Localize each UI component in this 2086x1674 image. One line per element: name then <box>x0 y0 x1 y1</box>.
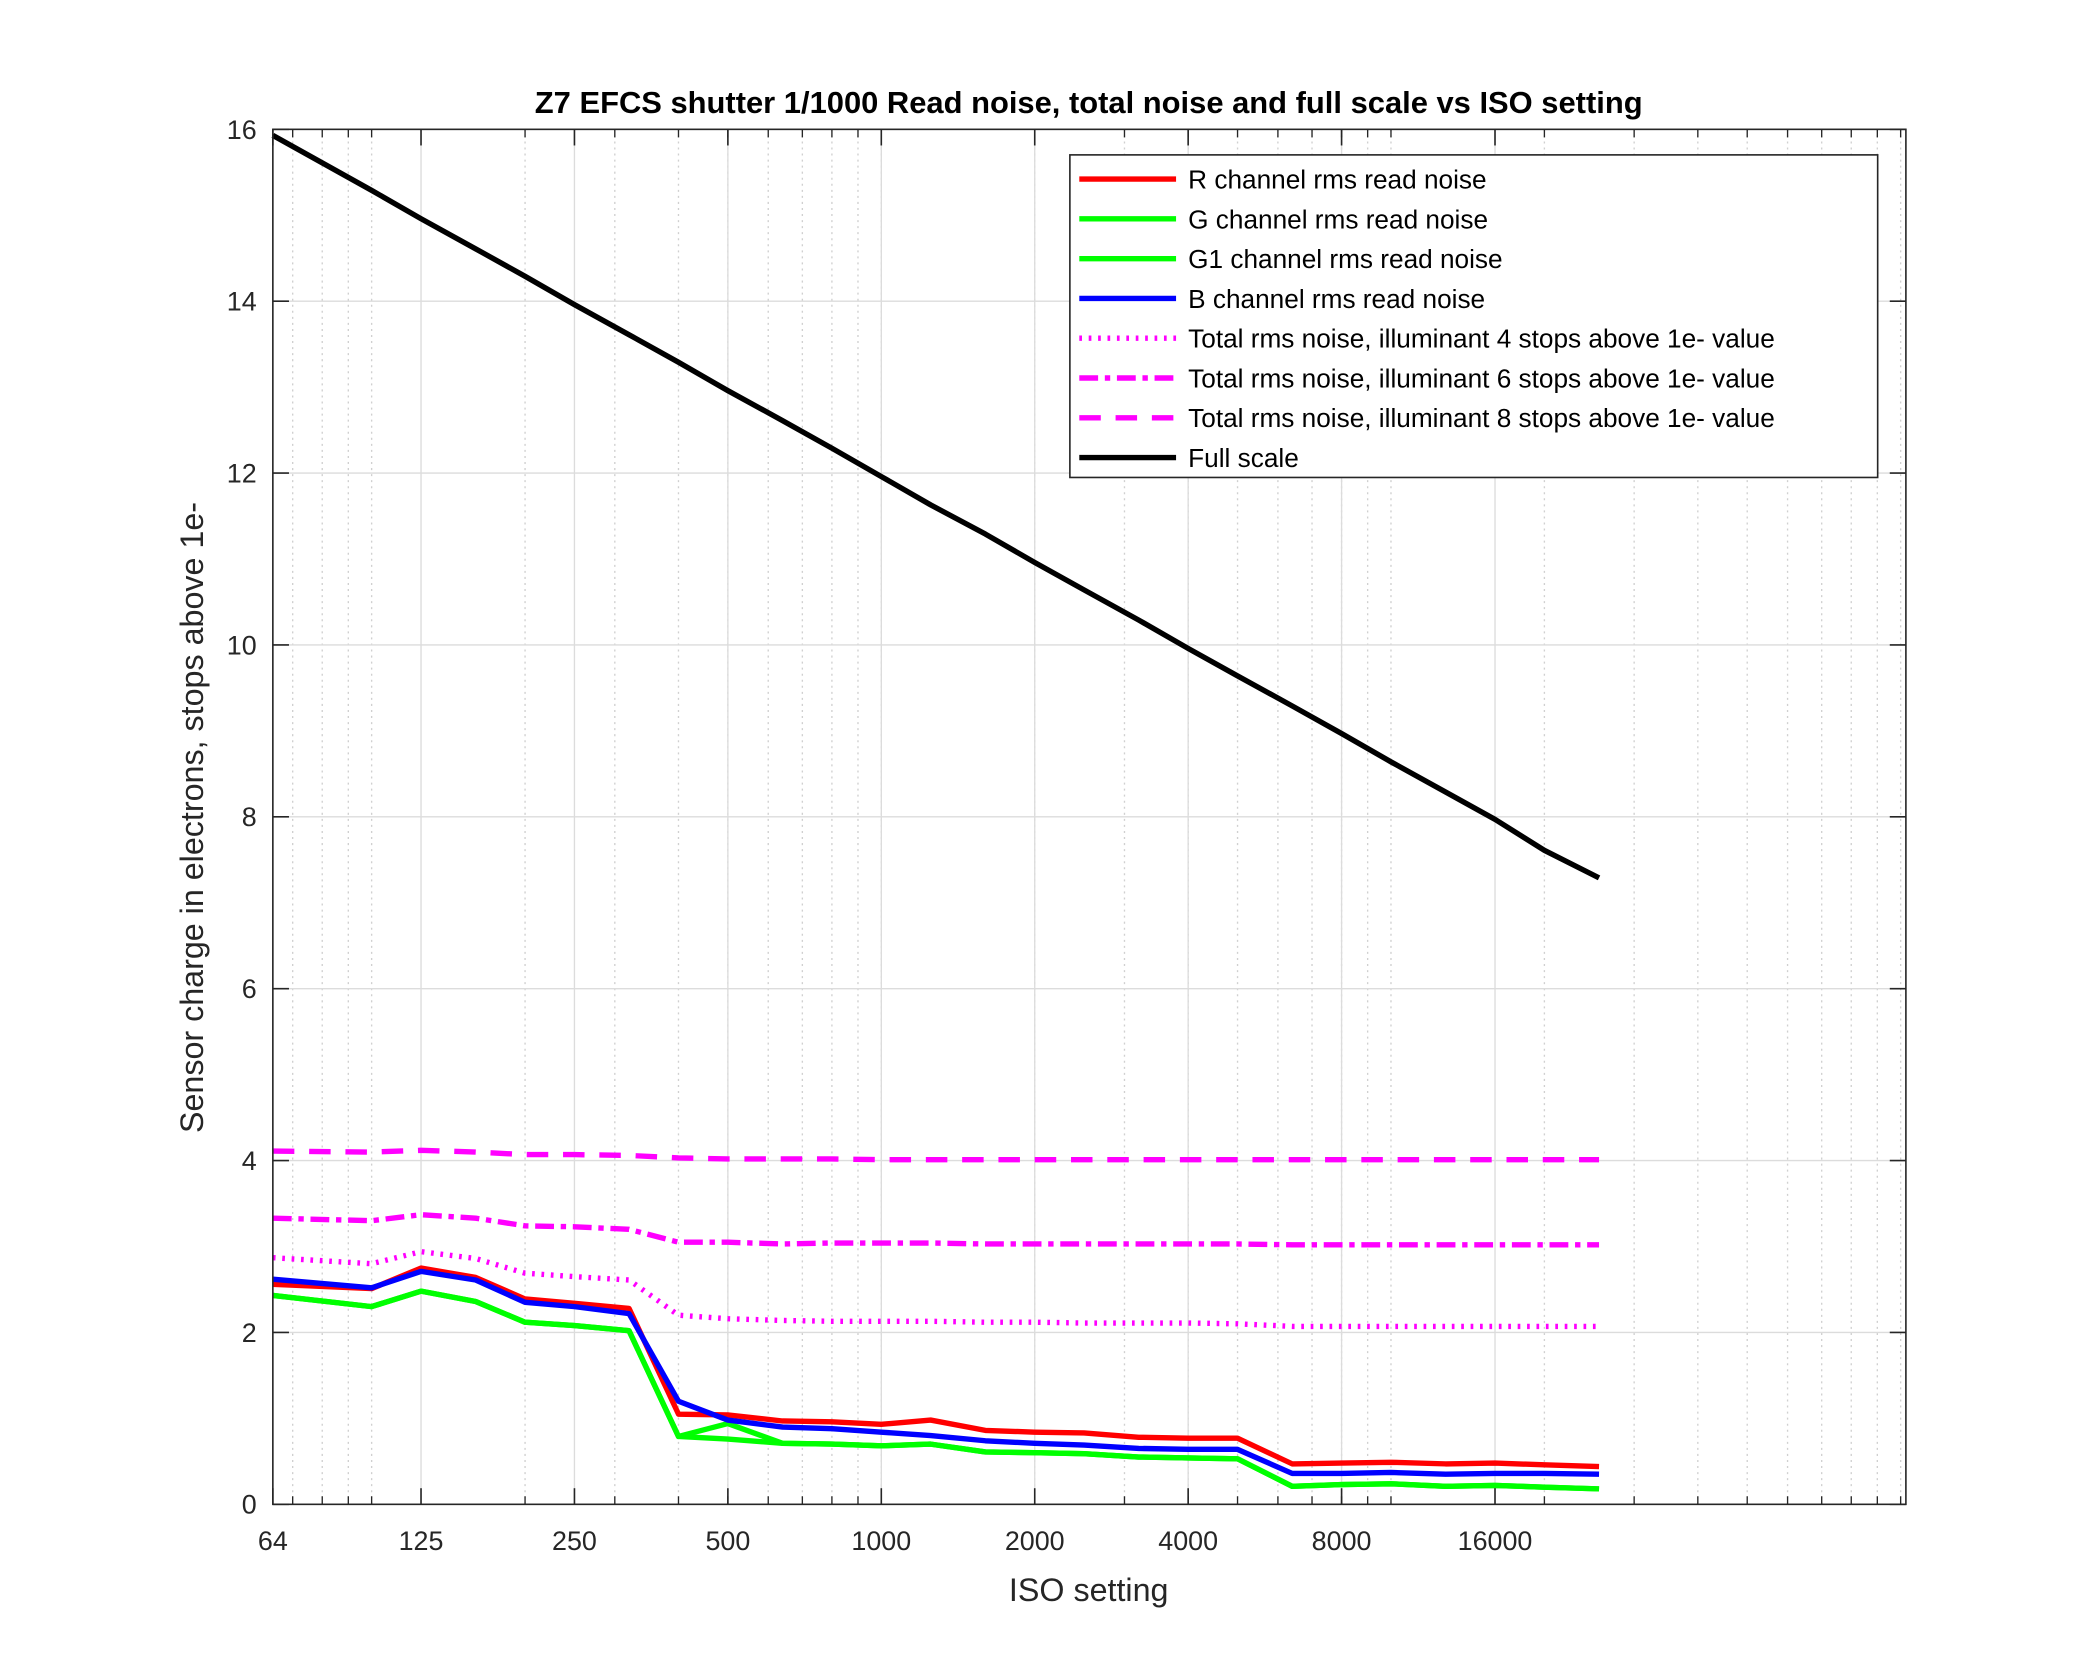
legend-label-3: G1 channel rms read noise <box>1188 244 1502 274</box>
legend-box <box>1069 154 1879 479</box>
y-tick-label: 0 <box>242 1490 257 1520</box>
legend: R channel rms read noise G channel rms re… <box>1069 154 1879 479</box>
x-tick-label: 2000 <box>1005 1526 1065 1556</box>
y-tick-label: 6 <box>242 974 257 1004</box>
series-lines <box>271 133 1601 1492</box>
x-axis-label: ISO setting <box>1009 1572 1169 1608</box>
series-line-4 <box>272 1268 1600 1477</box>
x-tick-label: 8000 <box>1312 1526 1372 1556</box>
y-tick-label: 12 <box>227 459 257 489</box>
x-tick-label: 500 <box>705 1526 750 1556</box>
series-line-1 <box>272 1265 1600 1470</box>
chart-title: Z7 EFCS shutter 1/1000 Read noise, total… <box>535 85 1643 120</box>
x-tick-label: 16000 <box>1458 1526 1533 1556</box>
x-tick-label: 1000 <box>851 1526 911 1556</box>
y-tick-label: 8 <box>242 802 257 832</box>
y-axis-label: Sensor charge in electrons, stops above … <box>174 502 210 1133</box>
legend-label-2: G channel rms read noise <box>1188 204 1488 234</box>
legend-label-1: R channel rms read noise <box>1188 164 1486 194</box>
legend-label-4: B channel rms read noise <box>1188 284 1485 314</box>
legend-label-5: Total rms noise, illuminant 4 stops abov… <box>1188 324 1775 354</box>
y-tick-label: 10 <box>227 630 257 660</box>
legend-label-8: Full scale <box>1188 443 1299 473</box>
legend-label-6: Total rms noise, illuminant 6 stops abov… <box>1188 363 1775 393</box>
series-line-5 <box>272 1248 1600 1330</box>
series-line-8 <box>271 133 1601 881</box>
x-tick-label: 4000 <box>1158 1526 1218 1556</box>
x-tick-label: 64 <box>258 1526 288 1556</box>
legend-label-7: Total rms noise, illuminant 8 stops abov… <box>1188 403 1775 433</box>
plot-area-frame <box>272 128 1907 1506</box>
series-line-3 <box>272 1288 1600 1492</box>
series-line-6 <box>272 1211 1600 1248</box>
series-line-7 <box>272 1147 1600 1163</box>
y-tick-label: 4 <box>242 1146 257 1176</box>
x-tick-label: 125 <box>399 1526 444 1556</box>
x-tick-label: 250 <box>552 1526 597 1556</box>
axes: 64 125 250 500 1000 2000 4000 8000 16000 0 2 4 6 8 10 1… <box>227 115 1907 1556</box>
y-tick-label: 16 <box>227 115 257 145</box>
y-tick-label: 14 <box>227 287 257 317</box>
y-tick-label: 2 <box>242 1318 257 1348</box>
